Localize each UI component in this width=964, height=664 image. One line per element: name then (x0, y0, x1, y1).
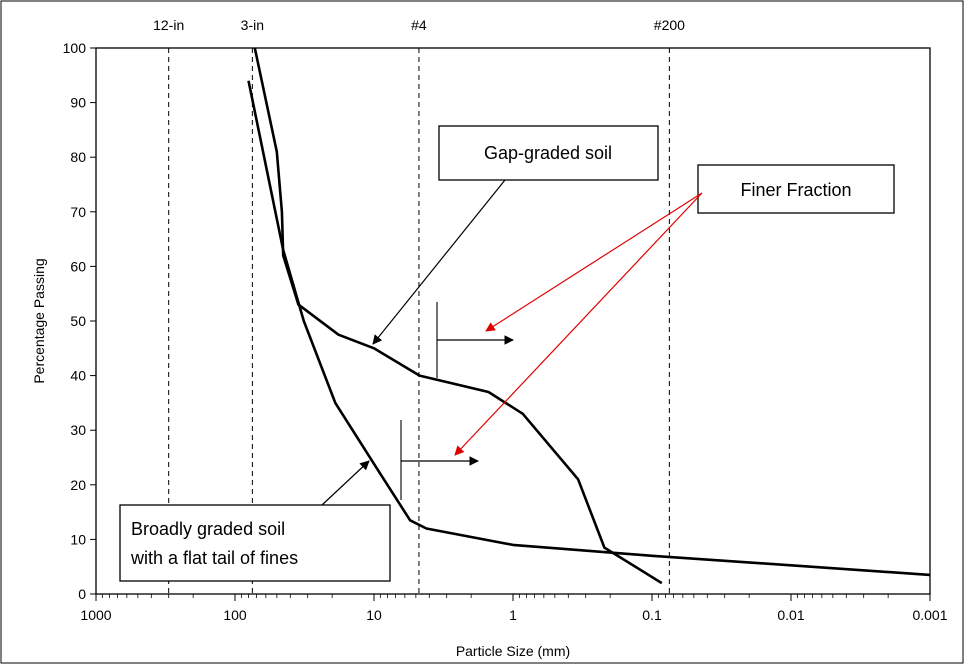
finer-fraction-callout-box (697, 164, 895, 214)
broadly-graded-label-line1: Broadly graded soil (131, 519, 285, 539)
sieve-reference-label: 3-in (241, 17, 264, 33)
x-tick-label: 0.1 (642, 607, 662, 623)
x-tick-label: 0.001 (912, 607, 947, 623)
x-tick-label: 0.01 (777, 607, 804, 623)
broadly-graded-pointer (321, 460, 370, 506)
y-tick-label: 60 (70, 258, 86, 274)
x-tick-label: 100 (223, 607, 247, 623)
sieve-reference-label: #4 (411, 17, 427, 33)
y-tick-label: 100 (63, 40, 87, 56)
gap-graded-callout-box (438, 125, 659, 181)
y-tick-label: 0 (78, 586, 86, 602)
y-tick-label: 20 (70, 477, 86, 493)
sieve-reference-label: #200 (654, 17, 685, 33)
x-tick-label: 1000 (80, 607, 111, 623)
sieve-reference-label: 12-in (153, 17, 184, 33)
y-axis-title: Percentage Passing (31, 258, 47, 383)
x-tick-label: 10 (366, 607, 382, 623)
y-tick-label: 90 (70, 95, 86, 111)
annotations: Gap-graded soil Finer Fraction Broadly g… (119, 125, 895, 582)
broadly-graded-callout-box (119, 504, 391, 582)
finer-fraction-label: Finer Fraction (740, 180, 851, 200)
gap-graded-label: Gap-graded soil (484, 143, 612, 163)
x-axis-title: Particle Size (mm) (456, 643, 570, 659)
grading-curve-1 (253, 47, 663, 585)
x-tick-label: 1 (509, 607, 517, 623)
finer-fraction-pointer-upper (485, 192, 703, 332)
y-tick-label: 70 (70, 204, 86, 220)
y-tick-label: 10 (70, 531, 86, 547)
finer-fraction-pointer-lower (454, 192, 703, 456)
y-tick-label: 40 (70, 368, 86, 384)
grading-curve-2 (247, 80, 931, 577)
y-tick-label: 80 (70, 149, 86, 165)
y-tick-label: 50 (70, 313, 86, 329)
gap-graded-pointer (372, 179, 506, 345)
broadly-graded-label-line2: with a flat tail of fines (130, 548, 298, 568)
y-tick-label: 30 (70, 422, 86, 438)
